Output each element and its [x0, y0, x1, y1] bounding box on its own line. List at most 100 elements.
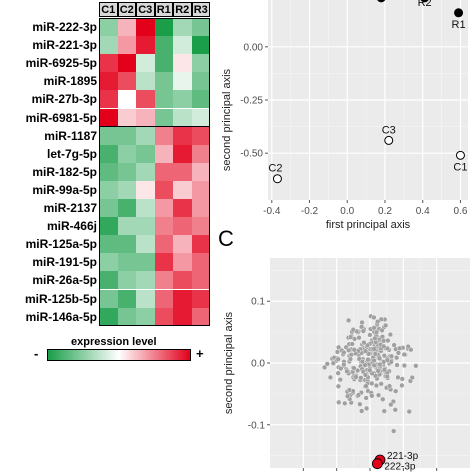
sample-point-label: R1 [452, 19, 466, 31]
mirna-point [374, 362, 380, 368]
heatmap-cell [173, 72, 192, 91]
heatmap-cell [117, 90, 136, 109]
mirna-point [366, 361, 372, 368]
mirna-point [370, 360, 376, 366]
mirna-point [361, 345, 367, 351]
heatmap-cell [191, 162, 210, 181]
mirna-point [334, 349, 340, 355]
heatmap-row-label: miR-27b-3p [31, 92, 97, 107]
mirna-point [371, 362, 377, 369]
mirna-point [360, 362, 366, 368]
mirna-point [359, 350, 365, 356]
heatmap-cell [99, 180, 118, 199]
mirna-point [382, 316, 388, 323]
y-axis-title: second principal axis [223, 311, 235, 414]
mirna-point [351, 376, 357, 382]
mirna-point [374, 353, 380, 359]
mirna-point [361, 368, 367, 374]
heatmap-cell [154, 144, 173, 163]
mirna-point [357, 346, 363, 352]
mirna-point [371, 314, 377, 321]
heatmap-cell [154, 307, 173, 326]
mirna-point [379, 327, 385, 333]
mirna-point [372, 335, 378, 341]
sample-point-label: C1 [453, 161, 467, 173]
mirna-point [407, 378, 414, 384]
mirna-point [367, 365, 373, 372]
heatmap-cell [173, 253, 192, 272]
heatmap-cell [173, 144, 192, 163]
y-tick-label: -0.50 [240, 149, 263, 160]
mirna-point [353, 348, 359, 354]
heatmap-cell [99, 271, 118, 290]
mirna-point [366, 350, 372, 356]
heatmap-cell [99, 144, 118, 163]
mirna-point [362, 383, 368, 390]
mirna-point [364, 380, 371, 387]
mirna-point [392, 407, 398, 413]
mirna-point [387, 331, 393, 338]
mirna-point [361, 346, 368, 353]
mirna-point [350, 365, 356, 371]
mirna-point [362, 371, 368, 377]
mirna-point [341, 349, 347, 356]
heatmap-cell [117, 289, 136, 308]
mirna-point [363, 345, 369, 351]
heatmap-row-label: miR-182-5p [32, 164, 97, 179]
mirna-point [372, 343, 378, 349]
mirna-point [327, 374, 334, 380]
mirna-point [349, 329, 355, 335]
mirna-point [377, 365, 383, 371]
mirna-point [358, 375, 364, 381]
mirna-point [364, 382, 370, 388]
mirna-point [364, 358, 370, 364]
mirna-point [364, 405, 370, 412]
mirna-point [374, 333, 380, 339]
heatmap-cell [191, 72, 210, 91]
heatmap-column-header: C2 [117, 2, 136, 17]
heatmap-cell [117, 36, 136, 55]
mirna-point [365, 357, 371, 363]
mirna-point [337, 377, 343, 383]
mirna-point [386, 347, 392, 353]
heatmap-cell [136, 271, 155, 290]
heatmap-cell [136, 54, 155, 73]
heatmap-cell [154, 54, 173, 73]
mirna-point [377, 348, 383, 354]
heatmap-cell [136, 199, 155, 218]
mirna-point [391, 342, 397, 348]
heatmap-cell [136, 307, 155, 326]
heatmap-cell [99, 126, 118, 145]
mirna-point [350, 369, 356, 375]
heatmap-cell [173, 235, 192, 254]
mirna-point [355, 393, 361, 399]
mirna-point [345, 370, 352, 376]
mirna-point [345, 369, 352, 375]
mirna-point [348, 346, 354, 352]
mirna-point [385, 337, 391, 344]
sample-point [377, 0, 386, 3]
mirna-point [388, 357, 394, 363]
heatmap-cell [191, 144, 210, 163]
heatmap-row-label: miR-221-3p [32, 38, 97, 53]
heatmap-cell [191, 253, 210, 272]
heatmap-row-label: miR-99a-5p [32, 182, 97, 197]
mirna-point [382, 365, 388, 372]
mirna-point [356, 335, 362, 341]
heatmap-cell [136, 36, 155, 55]
mirna-point [348, 400, 354, 406]
mirna-point [394, 362, 400, 368]
mirna-point [381, 338, 387, 344]
heatmap-cell [173, 199, 192, 218]
mirna-point [384, 355, 390, 361]
heatmap-cell [173, 90, 192, 109]
mirna-point [360, 339, 367, 346]
mirna-point [406, 408, 412, 415]
mirna-point [386, 360, 393, 367]
mirna-point [399, 376, 405, 382]
mirna-point [373, 336, 380, 342]
heatmap-cell [136, 72, 155, 91]
mirna-point [361, 326, 367, 332]
mirna-point [376, 355, 383, 361]
heatmap-cell [117, 199, 136, 218]
